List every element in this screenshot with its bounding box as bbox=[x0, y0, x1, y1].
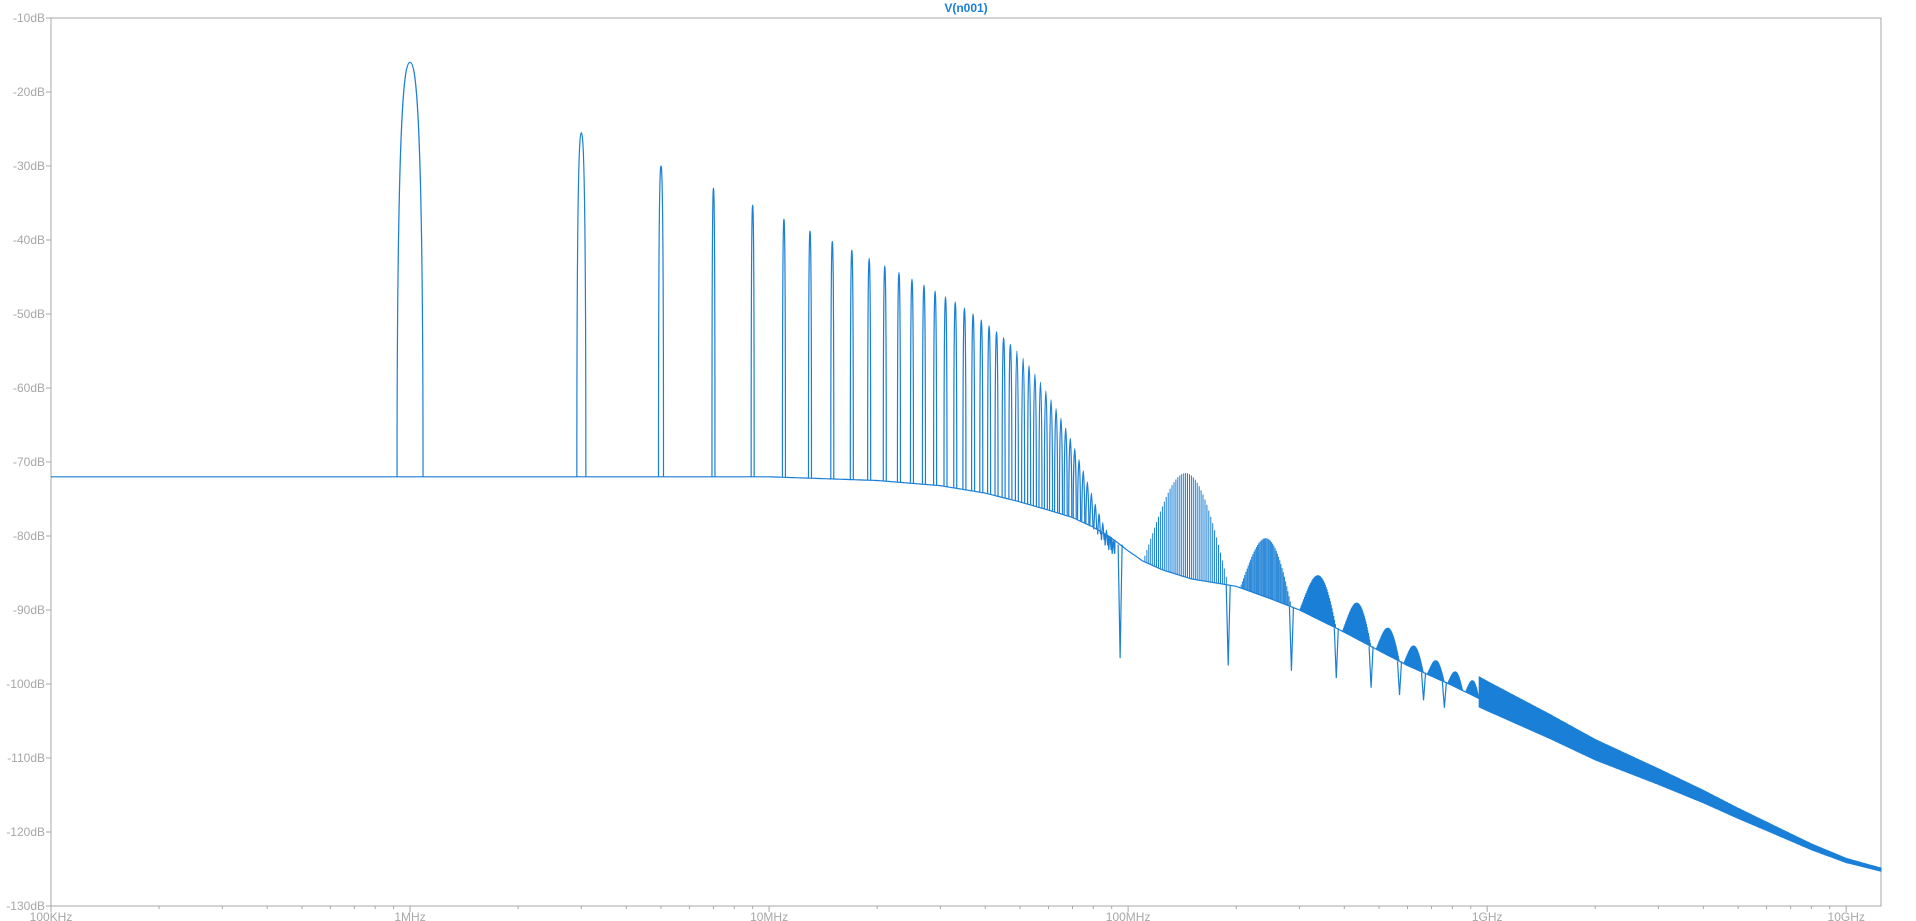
sinc-lobe bbox=[1299, 575, 1336, 628]
harmonic-peak bbox=[970, 313, 976, 492]
x-tick-label: 1MHz bbox=[394, 910, 425, 921]
harmonic-peak bbox=[1081, 470, 1086, 523]
harmonic-peak bbox=[657, 165, 665, 477]
sinc-lobe bbox=[1144, 473, 1227, 585]
harmonic-peak bbox=[994, 331, 999, 496]
harmonic-peak bbox=[1048, 399, 1054, 511]
spectral-null bbox=[1117, 544, 1123, 659]
harmonic-peak bbox=[882, 265, 887, 482]
y-tick-label: -20dB bbox=[13, 85, 45, 99]
harmonic-peak bbox=[1089, 492, 1094, 527]
harmonic-peak bbox=[1008, 343, 1013, 500]
spectral-null bbox=[1441, 681, 1447, 708]
harmonic-peak bbox=[1001, 337, 1006, 498]
harmonic-peak bbox=[933, 290, 938, 486]
y-tick-label: -90dB bbox=[13, 603, 45, 617]
harmonic-peak bbox=[1053, 408, 1059, 513]
sinc-lobe bbox=[1240, 538, 1291, 607]
harmonic-peak bbox=[1021, 357, 1026, 503]
sinc-lobe bbox=[1426, 660, 1445, 682]
harmonic-peak bbox=[1072, 448, 1077, 519]
harmonic-peak bbox=[1038, 381, 1043, 508]
y-tick-label: -70dB bbox=[13, 455, 45, 469]
x-tick-label: 10GHz bbox=[1828, 910, 1865, 921]
y-tick-label: -110dB bbox=[7, 751, 45, 765]
harmonic-peak bbox=[953, 301, 958, 489]
harmonic-peak bbox=[1032, 373, 1037, 507]
harmonic-peak bbox=[1093, 503, 1098, 530]
sinc-lobe bbox=[1342, 602, 1371, 647]
harmonic-peak bbox=[1111, 539, 1116, 555]
x-tick-label: 100MHz bbox=[1106, 910, 1151, 921]
spectral-null bbox=[1288, 606, 1295, 671]
harmonic-peak bbox=[1104, 529, 1109, 546]
harmonic-peak bbox=[1043, 390, 1048, 510]
harmonic-peak bbox=[1107, 535, 1113, 551]
series-line bbox=[51, 476, 1882, 872]
harmonic-peak bbox=[1076, 459, 1082, 521]
harmonic-peak bbox=[750, 204, 755, 477]
x-tick-label: 1GHz bbox=[1472, 910, 1503, 921]
harmonic-peak bbox=[962, 307, 967, 490]
y-tick-label: -50dB bbox=[13, 307, 45, 321]
y-tick-label: -30dB bbox=[13, 159, 45, 173]
sinc-lobe bbox=[1465, 680, 1480, 699]
sinc-lobe bbox=[1447, 671, 1463, 691]
chart-title: V(n001) bbox=[944, 1, 987, 15]
harmonic-peak bbox=[921, 284, 927, 485]
spectral-null bbox=[1396, 661, 1403, 696]
harmonic-peak bbox=[979, 319, 984, 493]
harmonic-peak bbox=[396, 61, 424, 477]
harmonic-peak bbox=[867, 257, 872, 481]
y-tick-label: -40dB bbox=[13, 233, 45, 247]
harmonic-peak bbox=[1027, 365, 1032, 505]
spectral-null bbox=[1368, 646, 1374, 688]
series-v-n001 bbox=[51, 61, 1882, 872]
harmonic-peak bbox=[1014, 350, 1019, 502]
harmonic-peak bbox=[1068, 437, 1073, 517]
axis-ticks: -10dB -20dB -30dB -40dB -50dB -60dB -70dB -80dB… bbox=[6, 11, 1865, 921]
harmonic-peak bbox=[1058, 417, 1064, 514]
y-tick-label: -100dB bbox=[6, 677, 45, 691]
x-tick-label: 100KHz bbox=[30, 910, 73, 921]
y-tick-label: -80dB bbox=[13, 529, 45, 543]
harmonic-peak bbox=[576, 132, 587, 477]
spectral-null bbox=[1225, 584, 1231, 666]
harmonic-peak bbox=[986, 325, 992, 495]
sinc-lobe bbox=[1403, 645, 1424, 673]
harmonic-peak bbox=[896, 271, 902, 483]
comb-tail bbox=[1478, 676, 1882, 872]
harmonic-peak bbox=[807, 230, 813, 479]
harmonic-peak bbox=[1096, 513, 1102, 535]
harmonic-peak bbox=[909, 278, 915, 484]
spectral-null bbox=[1333, 628, 1339, 679]
harmonic-peak bbox=[849, 249, 854, 480]
harmonic-peak bbox=[781, 218, 787, 478]
y-tick-label: -60dB bbox=[13, 381, 45, 395]
harmonic-peak bbox=[1063, 427, 1068, 516]
harmonic-peak bbox=[1100, 522, 1105, 541]
harmonic-peak bbox=[711, 187, 716, 477]
harmonic-peak bbox=[830, 240, 835, 479]
sinc-lobe bbox=[1376, 627, 1400, 662]
y-tick-label: -10dB bbox=[13, 11, 45, 25]
x-tick-label: 10MHz bbox=[750, 910, 788, 921]
harmonic-peak bbox=[1085, 481, 1090, 525]
harmonic-peak bbox=[943, 296, 948, 487]
y-tick-label: -130dB bbox=[6, 899, 45, 913]
spectral-null bbox=[1420, 672, 1427, 701]
y-tick-label: -120dB bbox=[6, 825, 45, 839]
